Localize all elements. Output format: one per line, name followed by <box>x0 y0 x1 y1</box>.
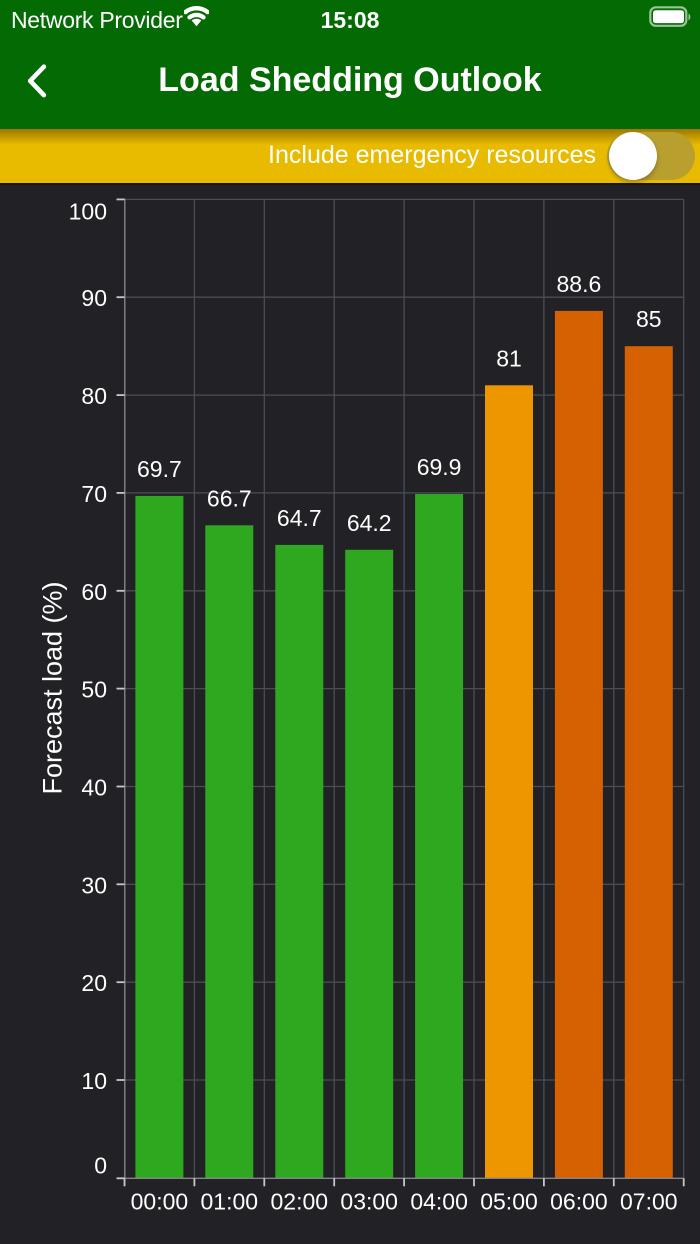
svg-text:05:00: 05:00 <box>480 1189 538 1215</box>
svg-text:30: 30 <box>81 872 107 898</box>
svg-text:90: 90 <box>81 285 107 311</box>
svg-text:40: 40 <box>81 775 107 801</box>
svg-text:80: 80 <box>81 383 107 409</box>
svg-text:03:00: 03:00 <box>340 1189 398 1215</box>
svg-text:64.2: 64.2 <box>347 510 392 536</box>
svg-text:66.7: 66.7 <box>207 485 252 511</box>
svg-text:00:00: 00:00 <box>131 1189 189 1215</box>
svg-text:20: 20 <box>81 970 107 996</box>
svg-text:Forecast load (%): Forecast load (%) <box>38 581 68 794</box>
svg-text:0: 0 <box>94 1153 107 1179</box>
svg-text:06:00: 06:00 <box>550 1189 608 1215</box>
svg-text:100: 100 <box>69 199 107 225</box>
svg-text:70: 70 <box>81 481 107 507</box>
svg-text:01:00: 01:00 <box>201 1189 259 1215</box>
svg-text:50: 50 <box>81 677 107 703</box>
svg-text:81: 81 <box>496 345 522 371</box>
svg-text:69.7: 69.7 <box>137 456 182 482</box>
svg-text:07:00: 07:00 <box>620 1189 678 1215</box>
svg-text:64.7: 64.7 <box>277 505 322 531</box>
svg-text:85: 85 <box>636 306 662 332</box>
svg-text:60: 60 <box>81 579 107 605</box>
svg-text:02:00: 02:00 <box>271 1189 329 1215</box>
svg-text:69.9: 69.9 <box>417 454 462 480</box>
svg-text:04:00: 04:00 <box>410 1189 468 1215</box>
svg-text:88.6: 88.6 <box>557 271 602 297</box>
svg-text:10: 10 <box>81 1068 107 1094</box>
